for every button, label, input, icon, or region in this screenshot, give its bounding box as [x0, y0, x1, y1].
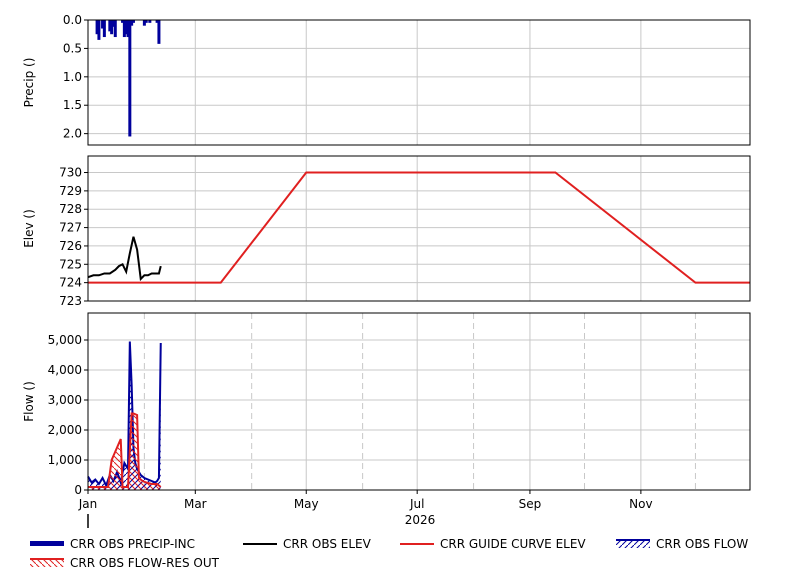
legend-swatch-obs-flow — [616, 539, 650, 548]
legend-item-guide-curve: CRR GUIDE CURVE ELEV — [400, 537, 586, 551]
y-tick-label: 0.0 — [63, 13, 82, 27]
bar-crr-obs-precip-inc — [144, 20, 148, 23]
legend-item-obs-flow: CRR OBS FLOW — [616, 537, 748, 551]
x-axis: 2026 Jan Mar May Jul Sep Nov — [78, 490, 653, 528]
bar-crr-obs-precip-inc — [155, 20, 159, 23]
y-tick-label: 3,000 — [48, 393, 82, 407]
legend-swatch-guide-curve — [400, 543, 434, 545]
legend-swatch-res-out — [30, 558, 64, 567]
y-axis-label: Precip () — [22, 58, 36, 108]
y-tick-label: 725 — [59, 257, 82, 271]
chart-panel-2: 723 724 725 726 727 728 729 730 Elev () — [22, 155, 751, 308]
legend-swatch-obs-elev — [243, 543, 277, 545]
x-tick-label: May — [294, 497, 319, 511]
x-tick-label: Jul — [409, 497, 424, 511]
x-tick-label: Mar — [184, 497, 207, 511]
chart-panel-3: 0 1,000 2,000 3,000 4,000 5,000 Flow () — [22, 312, 751, 497]
x-axis-year-label: 2026 — [405, 513, 436, 527]
y-tick-label: 730 — [59, 166, 82, 180]
y-tick-label: 728 — [59, 202, 82, 216]
y-tick-label: 0.5 — [63, 41, 82, 55]
bar-crr-obs-precip-inc — [95, 20, 99, 35]
plot-frame — [87, 155, 751, 302]
legend-label-guide-curve: CRR GUIDE CURVE ELEV — [440, 537, 586, 551]
bar-crr-obs-precip-inc — [130, 20, 134, 26]
y-tick-label: 729 — [59, 184, 82, 198]
line-crr-guide-curve-elev — [88, 171, 750, 284]
line-crr-obs-elev — [87, 236, 162, 282]
y-axis-label: Flow () — [22, 381, 36, 422]
bar-crr-obs-precip-inc — [122, 20, 126, 38]
y-tick-label: 727 — [59, 221, 82, 235]
bar-crr-obs-precip-inc — [97, 20, 101, 40]
x-tick-label: Nov — [629, 497, 652, 511]
area-line-crr-obs-flow-res-out — [88, 412, 162, 488]
bar-crr-obs-precip-inc — [126, 20, 130, 38]
legend-item-res-out: CRR OBS FLOW-RES OUT — [30, 556, 219, 570]
x-tick-label: Jan — [78, 497, 98, 511]
y-tick-label: 2,000 — [48, 423, 82, 437]
bar-crr-obs-precip-inc — [121, 20, 125, 23]
legend-swatch-precip — [30, 541, 64, 546]
chart-panel-1: 0.0 0.5 1.0 1.5 2.0 Precip () — [22, 13, 751, 146]
bar-crr-obs-precip-inc — [108, 20, 112, 32]
legend-item-obs-elev: CRR OBS ELEV — [243, 537, 371, 551]
x-tick-label: Sep — [519, 497, 542, 511]
legend-label-res-out: CRR OBS FLOW-RES OUT — [70, 556, 219, 570]
y-tick-label: 4,000 — [48, 363, 82, 377]
y-axis-label: Elev () — [22, 209, 36, 248]
bar-crr-obs-precip-inc — [157, 20, 161, 44]
legend-item-precip: CRR OBS PRECIP-INC — [30, 537, 195, 551]
bar-crr-obs-precip-inc — [124, 20, 128, 35]
legend-label-obs-elev: CRR OBS ELEV — [283, 537, 371, 551]
bar-crr-obs-precip-inc — [131, 20, 135, 23]
bar-crr-obs-precip-inc — [148, 20, 152, 23]
area-line-crr-obs-flow — [87, 341, 162, 489]
plot-frame — [87, 312, 751, 491]
plot-frame — [87, 19, 751, 146]
bar-crr-obs-precip-inc — [101, 20, 105, 29]
y-tick-label: 1.5 — [63, 98, 82, 112]
y-tick-label: 1,000 — [48, 453, 82, 467]
y-tick-label: 724 — [59, 276, 82, 290]
y-tick-label: 2.0 — [63, 127, 82, 141]
bar-crr-obs-precip-inc — [113, 20, 117, 38]
y-tick-label: 0 — [74, 483, 82, 497]
bar-crr-obs-precip-inc — [128, 20, 132, 137]
bar-crr-obs-precip-inc — [142, 20, 146, 26]
y-tick-label: 726 — [59, 239, 82, 253]
y-tick-label: 5,000 — [48, 333, 82, 347]
legend-label-precip: CRR OBS PRECIP-INC — [70, 537, 196, 551]
bar-crr-obs-precip-inc — [111, 20, 115, 27]
y-tick-label: 723 — [59, 294, 82, 308]
legend: CRR OBS PRECIP-INC CRR OBS ELEV CRR GUID… — [0, 532, 801, 580]
y-tick-label: 1.0 — [63, 70, 82, 84]
bar-crr-obs-precip-inc — [110, 20, 114, 35]
bar-crr-obs-precip-inc — [102, 20, 106, 38]
legend-label-obs-flow: CRR OBS FLOW — [656, 537, 749, 551]
